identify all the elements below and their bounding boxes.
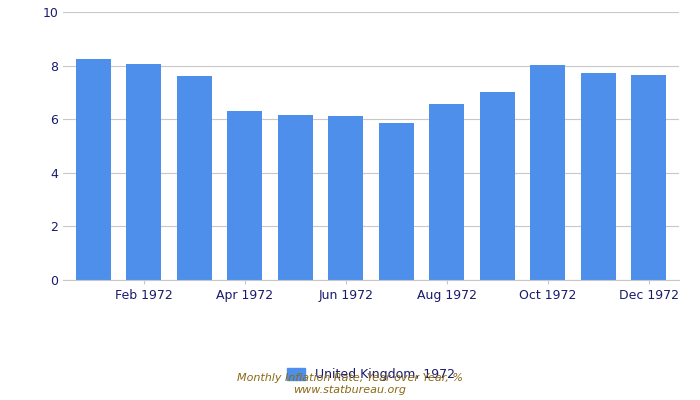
- Bar: [278, 115, 313, 280]
- Bar: [429, 104, 464, 280]
- Bar: [530, 65, 566, 280]
- Bar: [480, 92, 515, 280]
- Bar: [126, 64, 162, 280]
- Bar: [580, 73, 616, 280]
- Text: www.statbureau.org: www.statbureau.org: [293, 385, 407, 395]
- Bar: [328, 116, 363, 280]
- Bar: [379, 123, 414, 280]
- Bar: [227, 111, 262, 280]
- Bar: [176, 76, 212, 280]
- Bar: [631, 75, 666, 280]
- Bar: [76, 59, 111, 280]
- Text: Monthly Inflation Rate, Year over Year, %: Monthly Inflation Rate, Year over Year, …: [237, 373, 463, 383]
- Legend: United Kingdom, 1972: United Kingdom, 1972: [282, 363, 460, 386]
